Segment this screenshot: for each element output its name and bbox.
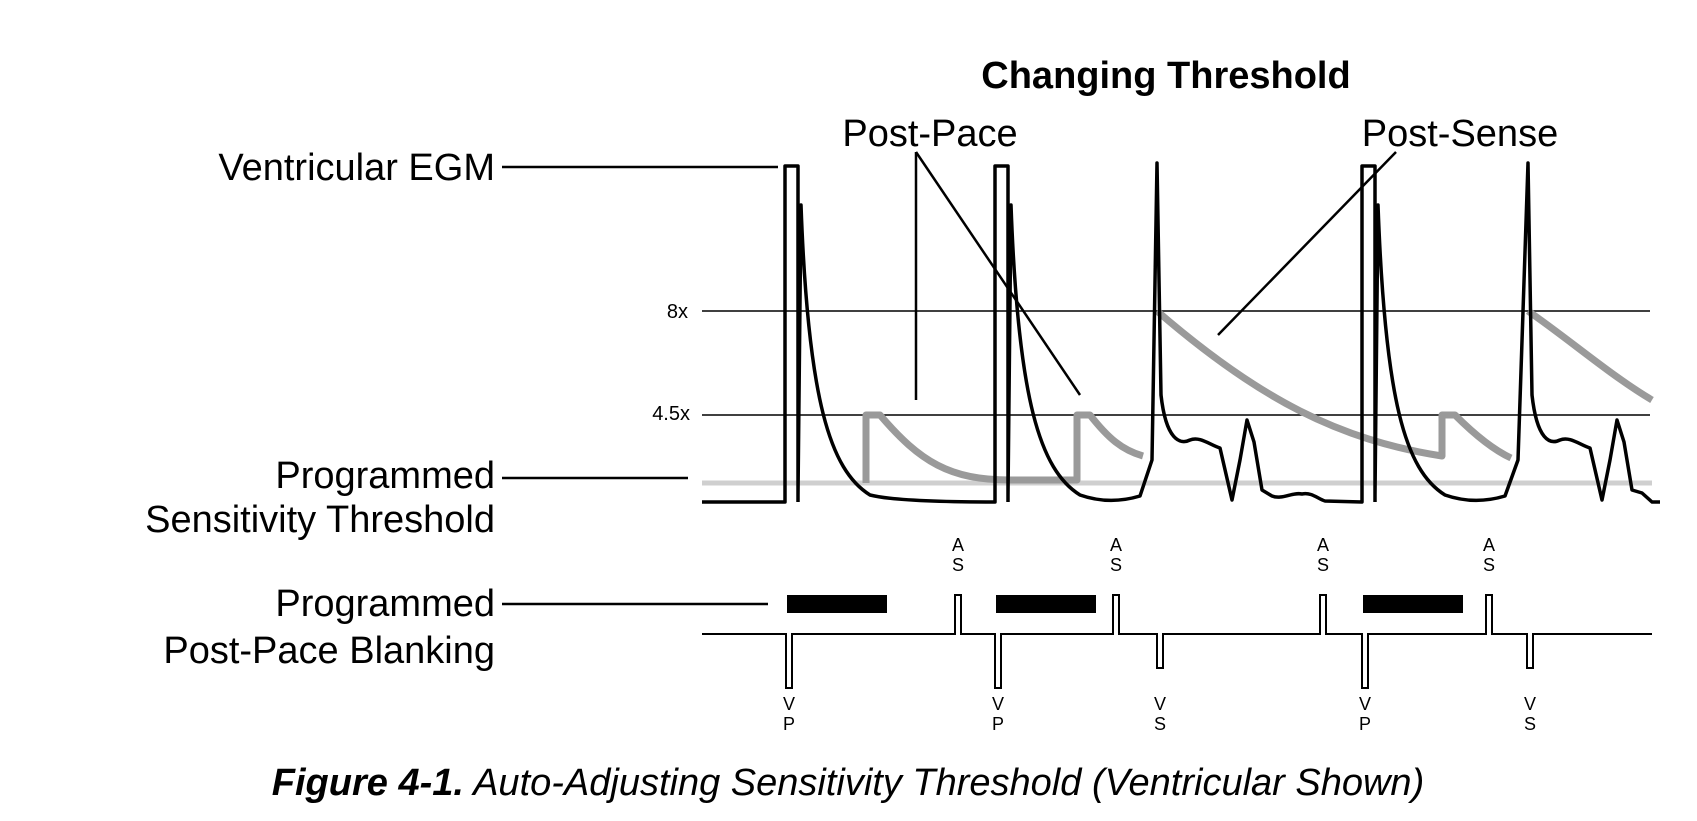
post-pace-leader-diagonal bbox=[914, 151, 1082, 396]
marker-as-s: S bbox=[1110, 555, 1122, 575]
marker-vs-v: V bbox=[1154, 694, 1166, 714]
marker-vp-p: P bbox=[1359, 714, 1371, 734]
marker-as-a: A bbox=[1317, 535, 1329, 555]
callout-leaders bbox=[914, 151, 1397, 400]
post-sense-leader bbox=[1217, 151, 1397, 336]
programmed-sensitivity-label-2: Sensitivity Threshold bbox=[145, 499, 495, 541]
marker-as-a: A bbox=[952, 535, 964, 555]
marker-vp-v: V bbox=[992, 694, 1004, 714]
marker-as-a: A bbox=[1483, 535, 1495, 555]
threshold-4-5x-label: 4.5x bbox=[652, 403, 690, 425]
marker-vp-p: P bbox=[783, 714, 795, 734]
marker-vp-p: P bbox=[992, 714, 1004, 734]
figure-caption: Figure 4-1. Auto-Adjusting Sensitivity T… bbox=[272, 762, 1424, 804]
auto-adjusting-threshold-curve bbox=[862, 308, 1654, 484]
marker-as-s: S bbox=[952, 555, 964, 575]
diagram-title: Changing Threshold bbox=[981, 55, 1350, 97]
ventricular-egm-trace bbox=[702, 161, 1660, 504]
post-pace-callout: Post-Pace bbox=[842, 113, 1017, 155]
marker-vs-v: V bbox=[1524, 694, 1536, 714]
post-sense-callout: Post-Sense bbox=[1362, 113, 1558, 155]
marker-vp-v: V bbox=[1359, 694, 1371, 714]
programmed-blanking-label-2: Post-Pace Blanking bbox=[163, 630, 495, 672]
programmed-sensitivity-label-1: Programmed bbox=[275, 455, 495, 497]
marker-as-a: A bbox=[1110, 535, 1122, 555]
event-marker-channel bbox=[702, 594, 1652, 689]
marker-as-s: S bbox=[1483, 555, 1495, 575]
blanking-bar bbox=[787, 595, 887, 613]
threshold-8x-label: 8x bbox=[667, 301, 688, 323]
blanking-bar bbox=[1363, 595, 1463, 613]
caption-text: Auto-Adjusting Sensitivity Threshold (Ve… bbox=[464, 762, 1424, 804]
blanking-bar bbox=[996, 595, 1096, 613]
caption-number: Figure 4-1. bbox=[272, 762, 464, 804]
marker-vs-s: S bbox=[1154, 714, 1166, 734]
marker-vs-s: S bbox=[1524, 714, 1536, 734]
programmed-blanking-label-1: Programmed bbox=[275, 583, 495, 625]
marker-as-s: S bbox=[1317, 555, 1329, 575]
ventricular-egm-label: Ventricular EGM bbox=[218, 147, 495, 189]
marker-vp-v: V bbox=[783, 694, 795, 714]
